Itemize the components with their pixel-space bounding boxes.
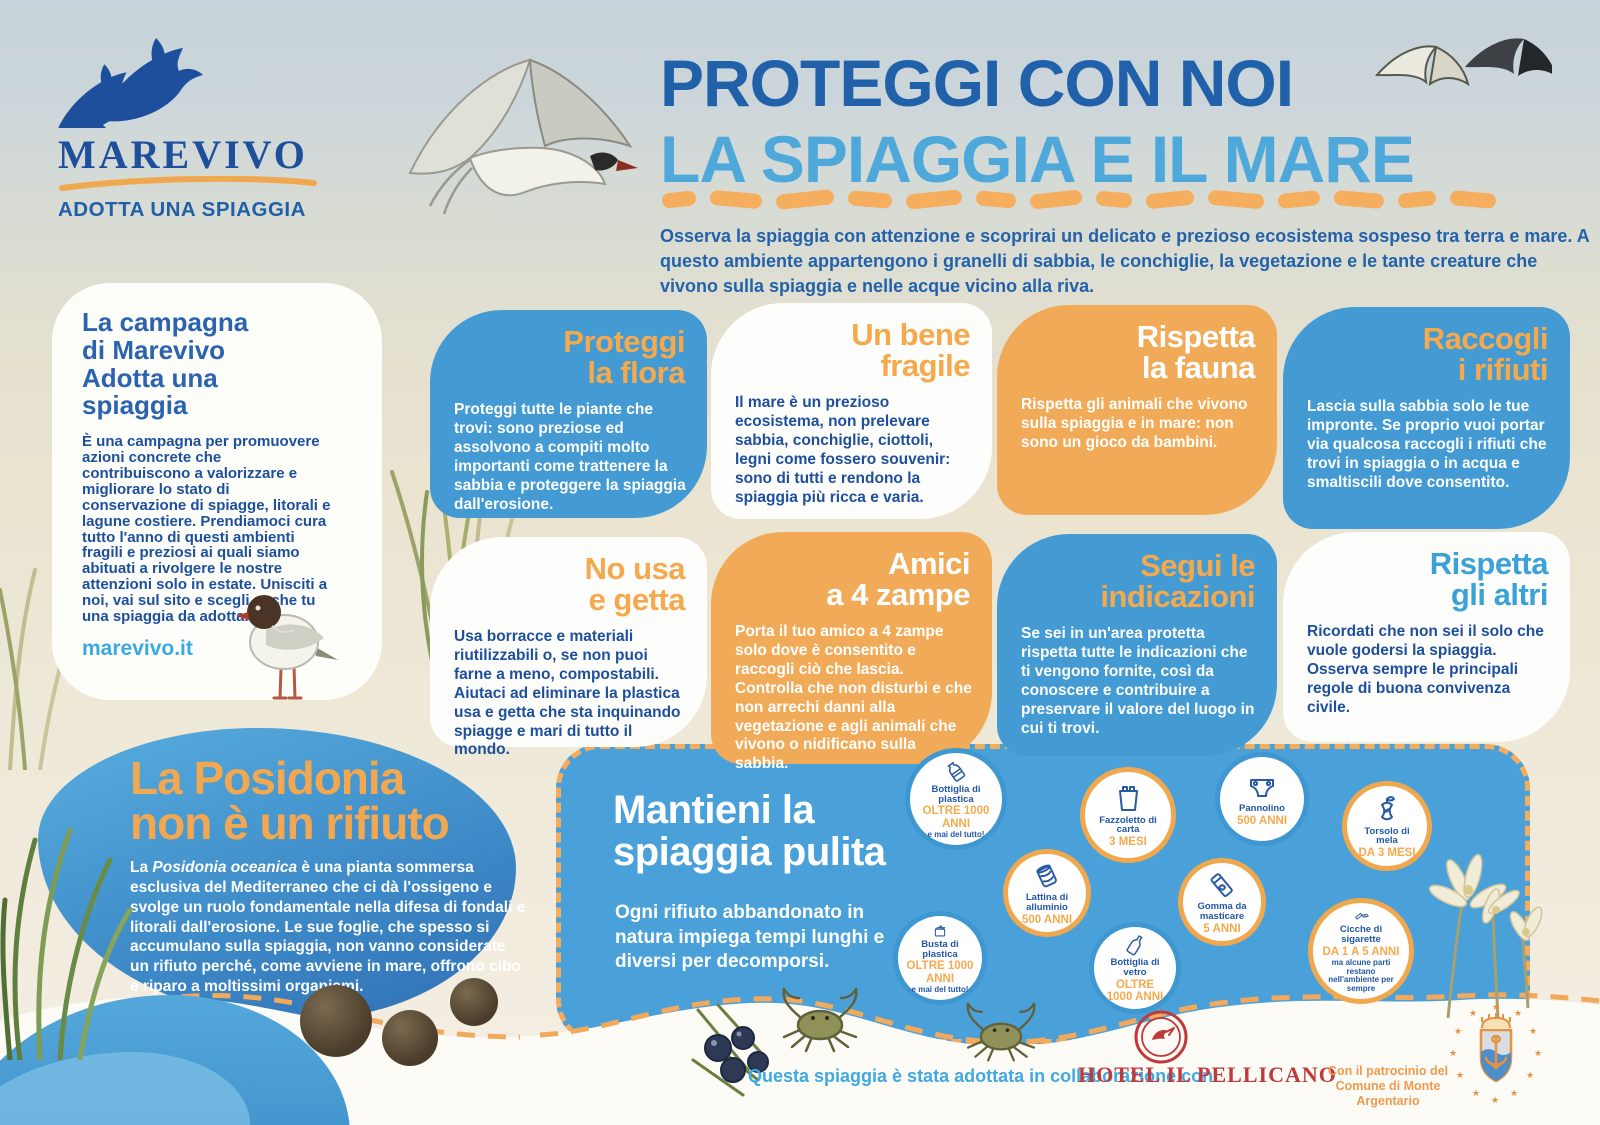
- chewing-gum-icon: [1210, 873, 1233, 897]
- clean-beach-body: Ogni rifiuto abbandonato in natura impie…: [615, 902, 885, 973]
- decomposition-item-plastic-bottle: Bottiglia di plastica OLTRE 1000 ANNI e …: [905, 748, 1007, 850]
- headline-line2: LA SPIAGGIA E IL MARE: [660, 122, 1415, 196]
- paper-tissue-icon: [1119, 785, 1138, 811]
- card-rispetta-la-fauna: Rispetta la fauna Rispetta gli animali ch…: [997, 305, 1277, 515]
- plastic-bottle-icon: [947, 761, 966, 782]
- clean-beach-title: Mantieni la spiaggia pulita: [613, 788, 886, 874]
- patronage-caption: Con il patrocinio del Comune di Monte Ar…: [1327, 1064, 1449, 1108]
- crab-illustration: [782, 987, 858, 1053]
- svg-text:★: ★: [1454, 1027, 1462, 1037]
- aluminum-can-icon: [1036, 864, 1057, 888]
- sand-lily-flowers: [1428, 853, 1543, 1018]
- svg-text:★: ★: [1529, 1027, 1537, 1037]
- juniper-berries: [691, 1003, 769, 1097]
- svg-text:★: ★: [1456, 1071, 1464, 1081]
- marevivo-link[interactable]: marevivo.it: [82, 636, 193, 660]
- card-body: Usa borracce e materiali riutilizzabili …: [454, 628, 681, 759]
- card-title: Proteggi la flora: [563, 324, 685, 390]
- marevivo-logo: MAREVIVO ADOTTA UNA SPIAGGIA: [47, 28, 318, 222]
- campaign-body: È una campagna per promuovere azioni con…: [82, 433, 331, 626]
- decomposition-item-paper-tissue: Fazzoletto di carta 3 MESI: [1080, 767, 1176, 863]
- card-title: Rispetta gli altri: [1429, 546, 1549, 612]
- crab-illustration: [966, 1002, 1036, 1062]
- flying-birds-icon: [1374, 38, 1552, 87]
- dolphins-icon: [47, 38, 203, 147]
- svg-text:★: ★: [1492, 1003, 1500, 1013]
- posidonia-ball: [382, 1010, 438, 1066]
- card-un-bene-fragile: Un bene fragile Il mare è un prezioso eco…: [711, 303, 992, 519]
- adoption-caption: Questa spiaggia è stata adottata in coll…: [748, 1066, 1214, 1086]
- logo-swoosh: [59, 175, 317, 191]
- svg-text:★: ★: [1534, 1049, 1542, 1059]
- decomposition-item-diaper: Pannolino 500 ANNI: [1215, 752, 1309, 846]
- card-title: Rispetta la fauna: [1136, 319, 1256, 385]
- card-segui-le-indicazioni: Segui le indicazioni Se sei in un'area pr…: [997, 534, 1277, 756]
- flying-tern-illustration: [408, 58, 638, 215]
- glass-bottle-icon: [1126, 935, 1143, 956]
- svg-text:★: ★: [1472, 1089, 1480, 1099]
- card-body: Ricordati che non sei il solo che vuole …: [1307, 623, 1544, 716]
- decomposition-item-cigarette-butt: Cicche di sigarette DA 1 A 5 ANNI ma alc…: [1308, 898, 1414, 1004]
- headline-line1: PROTEGGI CON NOI: [660, 46, 1294, 120]
- diaper-icon: [1250, 779, 1274, 798]
- apple-core-icon: [1381, 795, 1395, 820]
- brand-wordmark: MAREVIVO: [58, 132, 308, 177]
- posidonia-title: La Posidonia non è un rifiuto: [130, 752, 450, 850]
- posidonia-ball: [300, 985, 372, 1057]
- card-rispetta-gli-altri: Rispetta gli altri Ricordati che non sei …: [1283, 532, 1570, 742]
- comune-crest: ★ ★ ★ ★ ★ ★ ★ ★ ★ ★ ★ ★: [1449, 1003, 1542, 1106]
- card-title: Un bene fragile: [851, 317, 970, 383]
- card-proteggi-la-flora: Proteggi la flora Proteggi tutte le piant…: [430, 310, 707, 518]
- card-body: Porta il tuo amico a 4 zampe solo dove è…: [735, 623, 972, 773]
- plastic-bag-icon: [934, 925, 946, 937]
- svg-text:★: ★: [1449, 1049, 1457, 1059]
- cigarette-butt-icon: [1355, 912, 1369, 920]
- sand-grain-divider: [661, 189, 1497, 210]
- svg-text:★: ★: [1469, 1009, 1477, 1019]
- campaign-title: La campagna di Marevivo Adotta una spiag…: [82, 307, 249, 421]
- svg-text:★: ★: [1514, 1009, 1522, 1019]
- card-title: Amici a 4 zampe: [826, 546, 970, 612]
- posidonia-ball: [450, 978, 498, 1026]
- card-body: Lascia sulla sabbia solo le tue impronte…: [1307, 398, 1547, 491]
- intro-paragraph: Osserva la spiaggia con attenzione e sco…: [660, 226, 1590, 296]
- card-title: Segui le indicazioni: [1100, 548, 1255, 614]
- campaign-panel: La campagna di Marevivo Adotta una spiag…: [52, 283, 382, 700]
- card-body: Il mare è un prezioso ecosistema, non pr…: [735, 394, 951, 506]
- card-body: Se sei in un'area protetta rispetta tutt…: [1021, 625, 1255, 737]
- posidonia-body: La Posidonia oceanica è una pianta somme…: [130, 859, 526, 996]
- pelican-emblem-icon: [1134, 1010, 1188, 1064]
- seaweed: [0, 827, 133, 1060]
- decomposition-item-apple-core: Torsolo di mela DA 3 MESI: [1342, 781, 1432, 871]
- card-amici-a-4-zampe: Amici a 4 zampe Porta il tuo amico a 4 za…: [711, 532, 992, 772]
- decomposition-item-chewing-gum: Gomma da masticare 5 ANNI: [1178, 858, 1266, 946]
- svg-text:★: ★: [1526, 1071, 1534, 1081]
- card-title: No usa e getta: [584, 551, 686, 617]
- card-raccogli-i-rifiuti: Raccogli i rifiuti Lascia sulla sabbia so…: [1283, 307, 1570, 529]
- brand-tagline: ADOTTA UNA SPIAGGIA: [58, 198, 306, 221]
- card-title: Raccogli i rifiuti: [1422, 321, 1549, 387]
- card-body: Rispetta gli animali che vivono sulla sp…: [1021, 396, 1248, 451]
- standing-gull-illustration: [236, 595, 338, 700]
- decomposition-item-plastic-bag: Busta di plastica OLTRE 1000 ANNI e mai …: [893, 911, 987, 1005]
- decomposition-item-aluminum-can: Lattina di alluminio 500 ANNI: [1003, 849, 1091, 937]
- card-body: Proteggi tutte le piante che trovi: sono…: [454, 401, 686, 513]
- partner-name: HOTEL IL PELLICANO: [1078, 1062, 1337, 1087]
- svg-text:★: ★: [1510, 1089, 1518, 1099]
- svg-text:★: ★: [1491, 1096, 1499, 1106]
- card-no-usa-e-getta: No usa e getta Usa borracce e materiali r…: [430, 537, 707, 758]
- decomposition-item-glass-bottle: Bottiglia di vetro OLTRE 1000 ANNI: [1089, 922, 1181, 1014]
